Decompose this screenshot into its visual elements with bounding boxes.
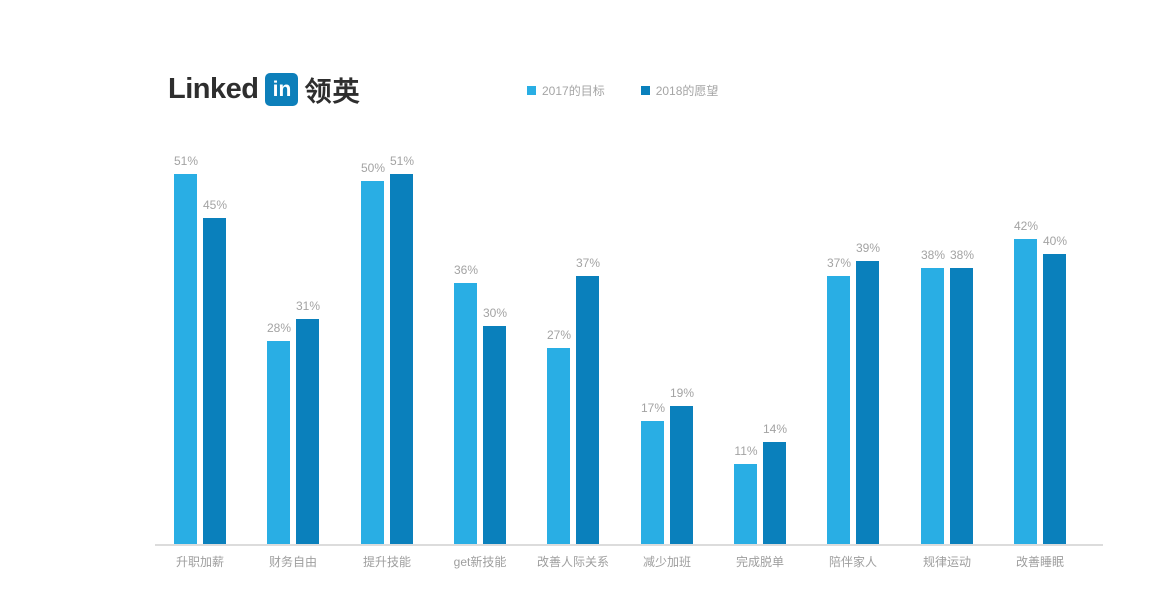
legend-swatch-icon <box>527 86 536 95</box>
bar-value-label: 37% <box>575 256 601 270</box>
x-axis-line <box>155 544 1103 546</box>
bar-series0-8 <box>921 268 944 544</box>
bar-series0-7 <box>827 276 850 544</box>
bar-series1-6 <box>763 442 786 544</box>
bar-value-label: 50% <box>360 161 386 175</box>
category-label-3: get新技能 <box>453 555 507 569</box>
bar-value-label: 11% <box>734 444 758 458</box>
category-label-7: 陪伴家人 <box>828 555 877 569</box>
category-label-0: 升职加薪 <box>175 555 224 569</box>
legend-item-1: 2018的愿望 <box>640 82 719 99</box>
bar-value-label: 27% <box>546 328 572 342</box>
bar-value-label: 38% <box>920 248 946 262</box>
bar-value-label: 45% <box>202 198 228 212</box>
category-label-1: 财务自由 <box>268 555 317 569</box>
bar-value-label: 51% <box>173 154 199 168</box>
bar-series1-8 <box>950 268 973 544</box>
bar-value-label: 40% <box>1042 234 1068 248</box>
bar-series1-2 <box>390 174 413 544</box>
bar-series0-6 <box>734 464 757 544</box>
category-label-8: 规律运动 <box>922 555 971 569</box>
bar-series0-9 <box>1014 239 1037 544</box>
bar-series1-9 <box>1043 254 1066 544</box>
category-label-5: 减少加班 <box>642 555 691 569</box>
legend-label: 2018的愿望 <box>655 84 719 98</box>
logo-linked-text: Linked <box>168 73 259 105</box>
bar-value-label: 28% <box>266 321 292 335</box>
chart-legend: 2017的目标 2018的愿望 <box>527 82 718 99</box>
bar-value-label: 36% <box>453 263 479 277</box>
legend-item-0: 2017的目标 <box>527 82 605 99</box>
bar-value-label: 30% <box>482 306 508 320</box>
legend-label: 2017的目标 <box>542 84 605 98</box>
bar-series0-2 <box>361 181 384 544</box>
bar-series1-4 <box>576 276 599 544</box>
bar-series0-0 <box>174 174 197 544</box>
bar-series1-1 <box>296 319 319 544</box>
bar-series0-3 <box>454 283 477 544</box>
bar-value-label: 42% <box>1013 219 1039 233</box>
linkedin-in-badge-icon: in <box>265 73 299 106</box>
bar-value-label: 51% <box>389 154 415 168</box>
bar-value-label: 14% <box>762 422 788 436</box>
bar-series0-4 <box>547 348 570 544</box>
linkedin-logo: Linked in 领英 <box>168 70 360 109</box>
logo-chinese-text: 领英 <box>304 77 361 107</box>
bar-series0-1 <box>267 341 290 544</box>
bar-value-label: 37% <box>826 256 852 270</box>
bar-series1-5 <box>670 406 693 544</box>
category-label-4: 改善人际关系 <box>536 555 609 569</box>
bar-value-label: 19% <box>669 386 695 400</box>
bar-value-label: 38% <box>949 248 975 262</box>
legend-swatch-icon <box>640 86 650 95</box>
bar-series1-3 <box>483 326 506 544</box>
category-label-6: 完成脱单 <box>735 555 784 569</box>
bar-value-label: 31% <box>295 299 321 313</box>
bar-series1-0 <box>203 218 226 544</box>
category-label-9: 改善睡眠 <box>1015 555 1064 569</box>
bar-value-label: 17% <box>640 401 666 415</box>
bar-series0-5 <box>641 421 664 544</box>
category-label-2: 提升技能 <box>362 555 411 569</box>
bar-value-label: 39% <box>855 241 881 255</box>
bar-series1-7 <box>856 261 879 544</box>
